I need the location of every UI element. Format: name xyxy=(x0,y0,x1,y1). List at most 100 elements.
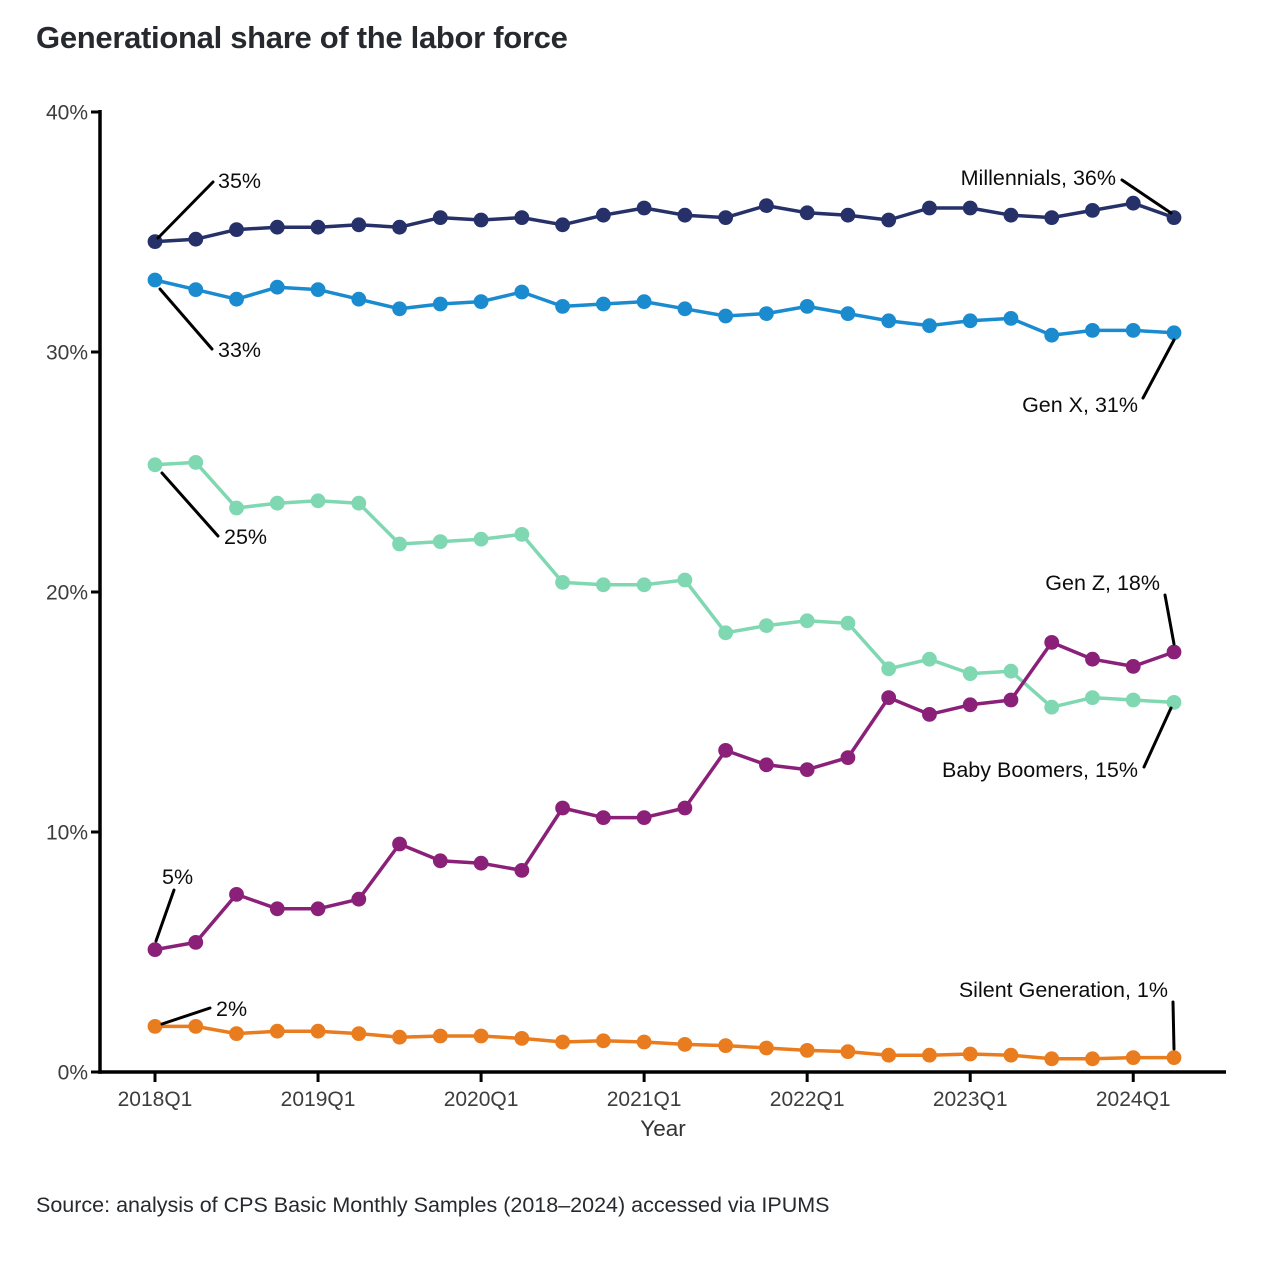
data-point-baby-boomers xyxy=(677,572,693,588)
data-point-gen-z xyxy=(1044,635,1060,650)
data-point-gen-x xyxy=(595,296,611,312)
annotation-label: 5% xyxy=(162,865,193,889)
series-line-baby-boomers xyxy=(153,460,1176,709)
source-note: Source: analysis of CPS Basic Monthly Sa… xyxy=(36,1193,830,1217)
data-point-gen-z xyxy=(1166,644,1182,660)
data-point-millennials xyxy=(840,207,856,223)
y-tick-label: 20% xyxy=(46,582,88,605)
data-point-silent-generation xyxy=(432,1028,448,1044)
data-point-gen-z xyxy=(1085,651,1100,667)
annotation-label: Baby Boomers, 15% xyxy=(942,758,1138,782)
data-point-gen-x xyxy=(555,299,570,314)
data-point-baby-boomers xyxy=(1085,690,1100,705)
data-point-gen-z xyxy=(759,757,774,773)
data-point-baby-boomers xyxy=(922,651,937,667)
data-point-millennials xyxy=(351,217,367,233)
annotation-label: Millennials, 36% xyxy=(961,166,1116,190)
annotation-label: Silent Generation, 1% xyxy=(959,978,1168,1002)
x-tick-label: 2022Q1 xyxy=(770,1088,845,1111)
data-point-silent-generation xyxy=(962,1046,978,1062)
data-point-gen-z xyxy=(188,935,204,950)
data-point-baby-boomers xyxy=(1003,663,1019,679)
data-point-millennials xyxy=(922,200,937,216)
data-point-gen-x xyxy=(840,306,856,321)
data-point-silent-generation xyxy=(759,1040,774,1056)
annotation-leader-line xyxy=(154,888,176,943)
data-point-gen-z xyxy=(432,853,448,869)
data-point-baby-boomers xyxy=(718,625,734,641)
data-point-gen-x xyxy=(922,318,937,333)
data-point-gen-x xyxy=(881,313,897,329)
data-point-silent-generation xyxy=(595,1033,611,1049)
data-point-baby-boomers xyxy=(840,615,856,631)
data-point-gen-x xyxy=(1125,323,1141,338)
annotation-label: Gen X, 31% xyxy=(1022,393,1138,417)
data-point-gen-z xyxy=(718,743,734,758)
data-point-silent-generation xyxy=(840,1044,856,1059)
data-point-millennials xyxy=(1125,195,1141,211)
data-point-gen-x xyxy=(473,294,489,309)
data-point-gen-x xyxy=(351,291,367,307)
data-point-baby-boomers xyxy=(1044,699,1060,715)
annotation-leader-line xyxy=(156,180,215,240)
data-point-gen-z xyxy=(922,707,937,722)
annotation-label: 35% xyxy=(218,169,261,193)
data-point-gen-z xyxy=(229,887,244,902)
data-point-baby-boomers xyxy=(188,455,204,470)
data-point-baby-boomers xyxy=(1125,692,1141,708)
data-point-gen-z xyxy=(392,836,407,852)
data-point-silent-generation xyxy=(147,1019,163,1034)
annotation-leader-line xyxy=(1163,593,1176,646)
data-point-gen-x xyxy=(677,301,693,317)
data-point-gen-z xyxy=(840,750,856,765)
data-point-baby-boomers xyxy=(1166,695,1182,710)
data-point-baby-boomers xyxy=(555,575,570,590)
data-point-gen-z xyxy=(269,901,285,917)
y-tick-label: 30% xyxy=(46,342,88,365)
data-point-gen-z xyxy=(473,855,489,871)
data-point-baby-boomers xyxy=(392,536,407,552)
annotation-leader-line xyxy=(1120,178,1173,215)
annotation-label: 2% xyxy=(216,997,247,1021)
data-point-silent-generation xyxy=(1003,1047,1019,1063)
data-point-millennials xyxy=(229,222,244,238)
data-point-gen-x xyxy=(759,306,774,321)
data-point-millennials xyxy=(962,200,978,216)
data-point-silent-generation xyxy=(514,1031,530,1046)
data-point-gen-z xyxy=(595,810,611,825)
data-point-gen-x xyxy=(432,296,448,312)
series-line-millennials xyxy=(153,201,1176,244)
data-point-gen-x xyxy=(310,282,326,297)
data-point-silent-generation xyxy=(229,1026,244,1041)
x-tick-label: 2021Q1 xyxy=(607,1088,682,1111)
data-point-baby-boomers xyxy=(962,666,978,681)
x-tick-label: 2024Q1 xyxy=(1096,1088,1171,1111)
data-point-gen-x xyxy=(1166,325,1182,341)
data-point-gen-x xyxy=(1003,311,1019,326)
data-point-gen-z xyxy=(514,863,530,878)
x-axis-title: Year xyxy=(640,1116,686,1141)
data-point-gen-x xyxy=(514,284,530,300)
data-point-millennials xyxy=(595,207,611,223)
data-point-millennials xyxy=(1085,203,1100,218)
data-point-gen-z xyxy=(1125,659,1141,674)
data-point-gen-x xyxy=(229,291,244,307)
data-point-millennials xyxy=(188,231,204,247)
data-point-millennials xyxy=(1003,207,1019,223)
data-point-gen-x xyxy=(269,279,285,295)
data-point-silent-generation xyxy=(922,1047,937,1063)
data-point-silent-generation xyxy=(799,1043,815,1058)
data-point-baby-boomers xyxy=(269,495,285,511)
data-point-baby-boomers xyxy=(310,493,326,509)
data-point-gen-x xyxy=(799,299,815,314)
data-point-millennials xyxy=(432,210,448,226)
data-point-millennials xyxy=(881,212,897,228)
data-point-gen-z xyxy=(636,810,652,825)
data-point-gen-z xyxy=(881,690,897,705)
annotation-leader-line xyxy=(1141,338,1176,400)
data-point-gen-x xyxy=(1085,323,1100,338)
data-point-baby-boomers xyxy=(432,534,448,549)
data-point-baby-boomers xyxy=(147,457,163,473)
data-point-silent-generation xyxy=(1125,1050,1141,1065)
